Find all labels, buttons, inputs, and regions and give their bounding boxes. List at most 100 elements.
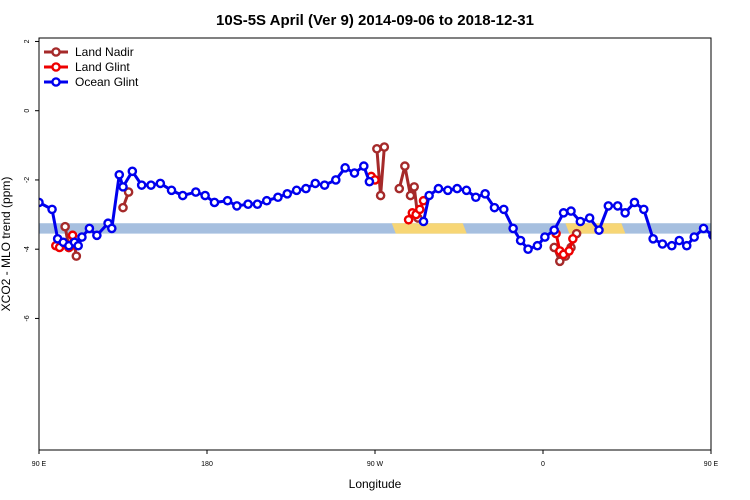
- band-land-0: [391, 223, 467, 234]
- data-point: [123, 187, 134, 197]
- data-point: [639, 204, 649, 215]
- data-point: [480, 188, 490, 199]
- data-point: [575, 216, 586, 227]
- legend-label: Land Nadir: [75, 45, 134, 59]
- data-point: [358, 161, 369, 171]
- data-point: [667, 240, 677, 251]
- data-point: [648, 234, 658, 244]
- data-point: [71, 251, 82, 261]
- series-line-2-1: [422, 187, 711, 251]
- data-point: [372, 143, 382, 154]
- data-point: [737, 244, 744, 251]
- data-point: [424, 190, 434, 201]
- data-point: [745, 253, 750, 260]
- series-layer: [39, 142, 750, 267]
- data-point: [166, 185, 177, 196]
- data-point: [515, 235, 526, 246]
- data-point: [114, 169, 125, 180]
- y-axis-label: XCO2 - MLO trend (ppm): [0, 177, 13, 312]
- data-point: [681, 240, 692, 251]
- data-point: [568, 234, 578, 244]
- data-point: [508, 223, 518, 234]
- data-point: [629, 197, 640, 208]
- x-tick-label: 90 E: [704, 461, 719, 468]
- x-tick-label: 90 E: [32, 461, 47, 468]
- data-point: [310, 178, 321, 189]
- data-point: [77, 232, 87, 242]
- legend-swatch-marker: [51, 77, 61, 87]
- data-point: [379, 142, 390, 152]
- data-point: [612, 201, 623, 211]
- data-point: [728, 244, 735, 251]
- legend-item: Land Glint: [44, 60, 130, 74]
- data-point: [555, 256, 565, 267]
- data-point: [726, 225, 733, 232]
- chart-title: 10S-5S April (Ver 9) 2014-09-06 to 2018-…: [216, 12, 534, 29]
- data-point: [470, 192, 481, 203]
- plot-frame: [38, 37, 712, 451]
- x-axis-label: Longitude: [349, 477, 402, 491]
- data-point: [564, 246, 574, 256]
- data-point: [708, 230, 711, 240]
- data-point: [719, 220, 726, 227]
- data-point: [73, 240, 83, 251]
- series-0: [60, 142, 750, 267]
- legend-swatch-marker: [51, 62, 61, 72]
- data-point: [734, 171, 741, 178]
- y-tick-label: 2: [24, 39, 31, 43]
- data-point: [349, 168, 360, 178]
- band-ocean: [39, 223, 711, 234]
- data-point: [243, 199, 253, 209]
- data-point: [657, 239, 668, 249]
- data-point: [461, 185, 472, 196]
- surface-band: [39, 223, 711, 234]
- data-point: [452, 183, 462, 194]
- data-point: [375, 190, 386, 201]
- data-point: [442, 185, 453, 196]
- data-point: [330, 175, 341, 185]
- legend-swatch-marker: [51, 47, 61, 57]
- data-point: [584, 213, 595, 223]
- data-point: [200, 190, 210, 201]
- y-tick-label: -2: [24, 177, 31, 183]
- data-point: [319, 180, 330, 190]
- data-point: [107, 223, 117, 234]
- data-point: [489, 202, 500, 213]
- y-axis: 2 0 -2 -4 -6: [24, 39, 39, 322]
- series-2: [39, 161, 746, 254]
- data-point: [674, 235, 685, 246]
- y-tick-label: 0: [24, 109, 31, 113]
- data-point: [146, 180, 156, 190]
- data-point: [261, 195, 272, 206]
- data-point: [405, 190, 416, 201]
- data-point: [734, 223, 741, 230]
- x-tick-label: 180: [201, 461, 213, 468]
- data-point: [739, 183, 746, 190]
- data-point: [603, 201, 614, 211]
- data-point: [594, 225, 604, 235]
- data-point: [118, 182, 128, 192]
- data-point: [498, 204, 509, 215]
- data-point: [394, 183, 405, 194]
- data-point: [282, 188, 293, 199]
- data-point: [222, 195, 233, 206]
- data-point: [252, 199, 263, 209]
- data-point: [532, 240, 543, 251]
- data-point: [47, 204, 57, 215]
- data-point: [745, 242, 750, 249]
- data-point: [737, 244, 744, 251]
- legend-item: Land Nadir: [44, 45, 134, 59]
- data-point: [689, 232, 700, 242]
- data-point: [177, 190, 188, 201]
- data-point: [698, 223, 709, 234]
- data-point: [724, 242, 731, 249]
- legend-item: Ocean Glint: [44, 75, 139, 89]
- data-point: [741, 232, 748, 239]
- data-point: [92, 230, 102, 241]
- data-point: [60, 221, 70, 232]
- series-line-1-4: [728, 235, 749, 247]
- data-point: [273, 192, 283, 203]
- data-point: [741, 232, 748, 239]
